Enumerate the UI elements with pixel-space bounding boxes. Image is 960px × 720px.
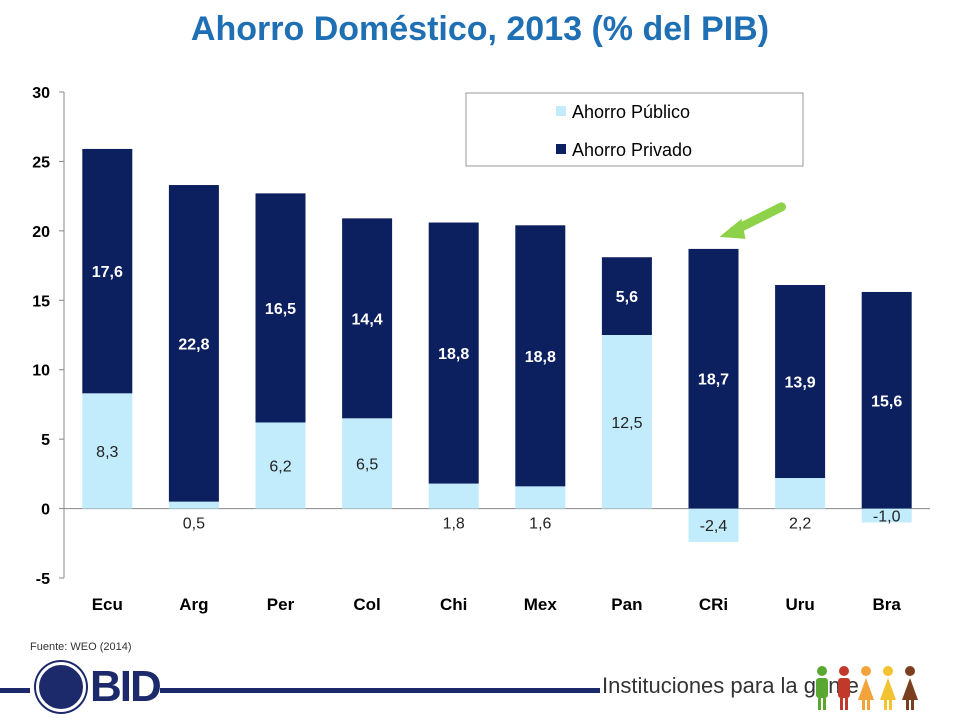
data-label-publico: -1,0: [873, 509, 901, 526]
y-tick-label: 10: [32, 363, 50, 380]
legend-label-publico: Ahorro Público: [572, 102, 690, 122]
data-label-publico: 2,2: [789, 516, 811, 533]
bar-ahorro-privado: [168, 185, 219, 502]
y-tick-label: 15: [32, 293, 50, 310]
bar-ahorro-publico: [861, 508, 912, 523]
data-label-privado: 14,4: [352, 311, 383, 328]
x-tick-label: Per: [267, 595, 295, 614]
bar-ahorro-privado: [342, 218, 393, 419]
bar-ahorro-privado: [515, 225, 566, 487]
data-label-privado: 22,8: [178, 336, 209, 353]
y-tick-label: 25: [32, 154, 50, 171]
stacked-bar-chart: -5 0 5 10 15 20 25 30 17,6 8,3 Ecu 22,8 0,5 Arg 16,5 6,…: [32, 85, 930, 614]
x-tick-label: Col: [353, 595, 380, 614]
legend-swatch-publico: [556, 106, 566, 116]
x-tick-label: Mex: [524, 595, 558, 614]
footer-divider: [160, 688, 600, 693]
data-label-publico: -2,4: [700, 518, 728, 535]
bar-ahorro-privado: [601, 257, 652, 335]
bar-ahorro-publico: [428, 483, 479, 509]
data-label-publico: 1,8: [443, 516, 465, 533]
y-tick-label: 0: [41, 502, 50, 519]
x-tick-label: Bra: [873, 595, 902, 614]
data-label-publico: 6,5: [356, 456, 378, 473]
footer-divider-left: [0, 688, 30, 693]
bar-ahorro-publico: [688, 508, 739, 542]
bar-ahorro-publico: [82, 393, 133, 509]
data-label-publico: 6,2: [269, 459, 291, 476]
logo-text: BID: [90, 662, 162, 711]
footer-bar: BID Instituciones para la gente: [0, 655, 960, 720]
data-label-privado: 18,8: [438, 346, 469, 363]
bar-ahorro-privado: [82, 148, 133, 394]
people-figures-icon: [816, 666, 918, 710]
x-tick-label: Chi: [440, 595, 467, 614]
y-tick-label: 20: [32, 224, 50, 241]
x-tick-label: Pan: [611, 595, 642, 614]
bar-ahorro-publico: [601, 335, 652, 509]
x-tick-label: Ecu: [92, 595, 123, 614]
data-label-privado: 15,6: [871, 393, 902, 410]
bar-ahorro-privado: [775, 285, 826, 479]
data-label-publico: 8,3: [96, 444, 118, 461]
bar-ahorro-publico: [255, 422, 306, 509]
y-tick-label: -5: [36, 571, 50, 588]
data-label-privado: 17,6: [92, 264, 123, 281]
highlight-arrow-head: [719, 218, 746, 239]
legend-label-privado: Ahorro Privado: [572, 140, 692, 160]
bar-ahorro-publico: [168, 501, 219, 509]
legend-swatch-privado: [556, 144, 566, 154]
data-label-privado: 18,7: [698, 372, 729, 389]
bid-logo: BID: [36, 659, 162, 715]
bar-ahorro-privado: [861, 291, 912, 509]
globe-logo-icon: [36, 662, 86, 712]
bar-ahorro-publico: [515, 486, 566, 509]
source-note: Fuente: WEO (2014): [30, 641, 132, 653]
data-label-privado: 16,5: [265, 301, 296, 318]
data-label-publico: 1,6: [529, 516, 551, 533]
data-label-privado: 13,9: [785, 375, 816, 392]
bar-ahorro-privado: [688, 248, 739, 509]
x-tick-label: Uru: [785, 595, 814, 614]
x-tick-label: Arg: [179, 595, 208, 614]
y-tick-label: 30: [32, 85, 50, 102]
legend-box: [465, 92, 804, 167]
data-label-publico: 0,5: [183, 516, 205, 533]
bar-ahorro-privado: [428, 222, 479, 484]
data-label-privado: 18,8: [525, 349, 556, 366]
bar-ahorro-publico: [342, 418, 393, 509]
data-label-publico: 12,5: [611, 415, 642, 432]
y-tick-label: 5: [41, 432, 50, 449]
data-label-privado: 5,6: [616, 289, 638, 306]
chart-title: Ahorro Doméstico, 2013 (% del PIB): [190, 10, 770, 48]
bar-ahorro-privado: [255, 193, 306, 423]
x-tick-label: CRi: [699, 595, 728, 614]
bar-ahorro-publico: [775, 478, 826, 509]
